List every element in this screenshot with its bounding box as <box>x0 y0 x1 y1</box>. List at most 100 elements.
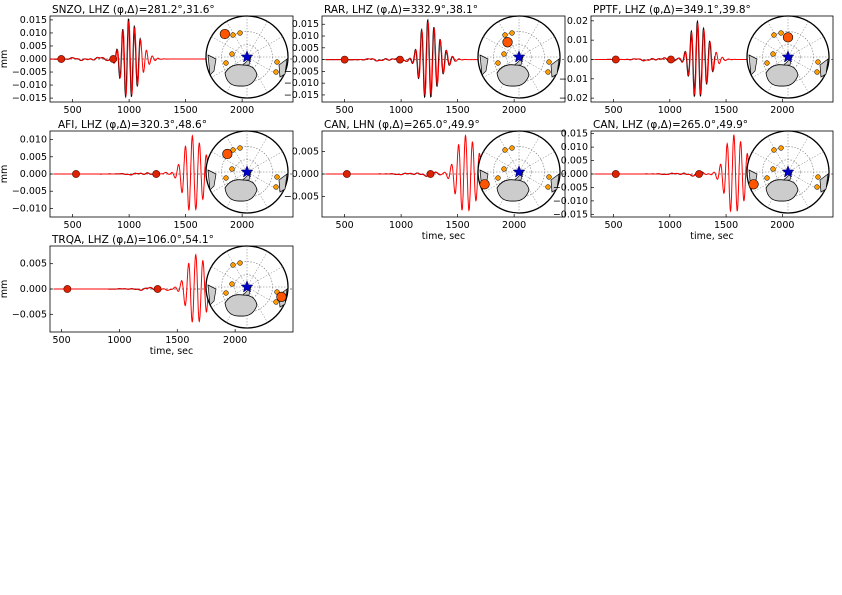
antarctica-icon <box>765 64 799 87</box>
x-tick-label: 500 <box>604 105 622 116</box>
event-dot <box>814 69 820 75</box>
window-marker <box>667 55 675 64</box>
australia-icon <box>278 58 288 78</box>
window-marker <box>153 285 162 293</box>
event-dot <box>273 299 279 305</box>
x-tick-label: 1000 <box>389 220 413 231</box>
window-marker <box>57 55 66 63</box>
station-dot <box>219 28 230 40</box>
axes-frame <box>321 15 566 103</box>
event-dot <box>764 60 770 66</box>
y-tick-label: 0.00 <box>567 54 588 65</box>
x-tick-label: 1500 <box>446 220 470 231</box>
window-marker <box>611 55 620 64</box>
axes-frame <box>590 15 834 103</box>
synthetic-trace <box>594 134 772 213</box>
event-dot <box>223 290 229 296</box>
event-dot <box>229 166 235 172</box>
australia-icon <box>278 173 288 193</box>
event-dot <box>230 32 236 38</box>
synthetic-trace <box>325 134 507 212</box>
chart-panel: CAN, LHZ (φ,Δ)=265.0°,49.9° 500 1000 1500 20… <box>553 119 834 242</box>
y-tick-label: −0.005 <box>12 309 47 320</box>
y-axis-label: mm <box>0 280 10 299</box>
event-dot <box>770 166 776 172</box>
antarctica-icon <box>765 179 799 202</box>
event-dot <box>545 69 551 75</box>
polar-map-icon <box>477 15 561 99</box>
epicenter-star-icon <box>512 50 526 63</box>
panel-title: PPTF, LHZ (φ,Δ)=349.1°,39.8° <box>593 4 751 16</box>
window-marker <box>340 55 349 64</box>
y-tick-label: 0.02 <box>567 16 588 27</box>
x-tick-label: 1000 <box>658 220 682 231</box>
window-marker <box>63 285 72 293</box>
polar-map-icon <box>205 15 289 99</box>
x-tick-label: 1500 <box>174 105 198 116</box>
event-dot <box>273 184 279 190</box>
plot-area <box>53 253 232 323</box>
polar-map-icon <box>477 130 561 214</box>
y-tick-label: 0.010 <box>292 31 319 42</box>
window-marker <box>695 170 703 178</box>
station-dot <box>222 148 233 160</box>
y-tick-label: −0.005 <box>553 182 588 193</box>
x-tick-label: 500 <box>336 220 354 231</box>
australia-icon <box>550 58 560 78</box>
event-dot <box>546 174 552 180</box>
event-dot <box>815 59 821 65</box>
y-tick-label: 0.010 <box>561 142 588 153</box>
x-tick-label: 500 <box>64 220 82 231</box>
plot-area <box>325 18 492 99</box>
plot-area <box>594 134 772 213</box>
y-tick-label: −0.010 <box>12 203 47 214</box>
x-tick-label: 2000 <box>770 220 794 231</box>
y-tick-label: 0.015 <box>561 129 588 140</box>
window-marker <box>426 170 435 178</box>
x-tick-label: 1500 <box>714 105 738 116</box>
y-tick-label: −0.015 <box>553 209 588 220</box>
y-axis-label: mm <box>0 165 10 184</box>
y-tick-label: −0.005 <box>284 192 319 203</box>
event-dot <box>546 59 552 65</box>
south-america-icon <box>207 54 217 76</box>
synthetic-trace <box>53 253 232 323</box>
x-tick-label: 1000 <box>117 220 141 231</box>
event-dot <box>771 147 777 153</box>
x-tick-label: 500 <box>53 335 71 346</box>
x-tick-label: 1500 <box>165 335 189 346</box>
panel-title: CAN, LHZ (φ,Δ)=265.0°,49.9° <box>593 119 748 131</box>
event-dot <box>815 174 821 180</box>
antarctica-icon <box>496 179 530 202</box>
window-marker <box>72 170 80 178</box>
y-tick-label: −0.010 <box>284 78 319 89</box>
australia-icon <box>550 173 560 193</box>
chart-panel: SNZO, LHZ (φ,Δ)=281.2°,31.6° 500 1000 1500 2… <box>0 4 294 116</box>
station-dot <box>782 32 794 43</box>
panel-title: SNZO, LHZ (φ,Δ)=281.2°,31.6° <box>52 4 215 16</box>
south-america-icon <box>479 54 489 76</box>
y-tick-label: −0.02 <box>559 93 588 104</box>
x-tick-label: 1000 <box>658 105 682 116</box>
polar-map-icon <box>205 130 289 214</box>
panel-title: TRQA, LHZ (φ,Δ)=106.0°,54.1° <box>51 234 214 246</box>
x-tick-label: 1500 <box>446 105 470 116</box>
y-axis-label: mm <box>0 50 10 69</box>
event-dot <box>237 145 243 151</box>
y-tick-label: 0.01 <box>567 35 588 46</box>
station-dot <box>748 179 759 190</box>
event-dot <box>230 262 236 268</box>
event-dot <box>502 147 508 153</box>
antarctica-icon <box>496 64 530 87</box>
chart-panel: CAN, LHN (φ,Δ)=265.0°,49.9° 500 1000 1500 20… <box>284 119 566 242</box>
event-dot <box>501 51 507 57</box>
event-dot <box>771 32 777 38</box>
window-marker <box>152 170 161 178</box>
polar-map-icon <box>746 130 830 214</box>
plot-area <box>53 134 228 212</box>
x-tick-label: 2000 <box>230 220 254 231</box>
event-dot <box>501 166 507 172</box>
antarctica-icon <box>224 64 258 87</box>
event-dot <box>495 175 501 181</box>
